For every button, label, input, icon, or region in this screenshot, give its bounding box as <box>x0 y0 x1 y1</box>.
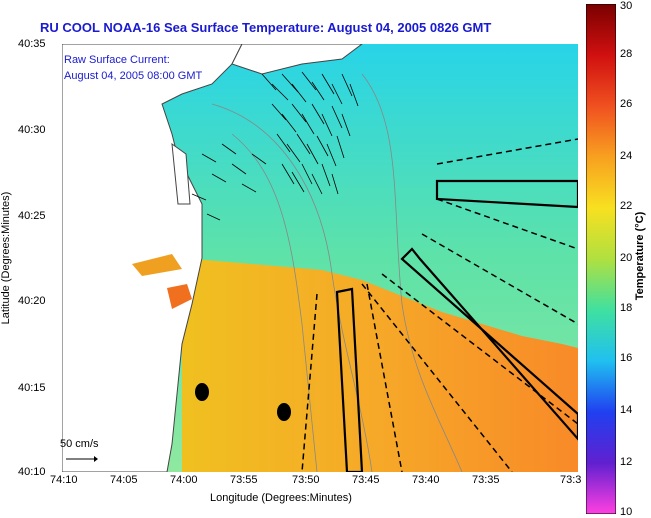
colorbar-tick: 10 <box>620 506 633 518</box>
current-vectors <box>191 71 359 221</box>
y-tick: 40:30 <box>18 124 46 136</box>
x-tick: 74:10 <box>50 474 78 486</box>
x-tick: 73:55 <box>230 474 258 486</box>
colorbar-tick: 18 <box>620 302 633 314</box>
x-tick: 73:50 <box>292 474 320 486</box>
x-axis-label: Longitude (Degrees:Minutes) <box>210 492 352 504</box>
x-tick: 73:3 <box>560 474 582 486</box>
north-shore <box>231 44 363 75</box>
scale-arrowhead <box>94 456 98 462</box>
x-tick: 74:00 <box>170 474 198 486</box>
sst-map <box>62 44 578 472</box>
x-tick: 74:05 <box>110 474 138 486</box>
colorbar-tick: 14 <box>620 404 633 416</box>
y-tick: 40:15 <box>18 382 46 394</box>
colorbar-tick: 30 <box>620 0 633 12</box>
colorbar-tick: 24 <box>620 150 633 162</box>
scale-label: 50 cm/s <box>60 438 99 450</box>
colorbar-tick: 12 <box>620 456 633 468</box>
colorbar-tick: 20 <box>620 252 633 264</box>
y-tick: 40:25 <box>18 210 46 222</box>
colorbar-tick: 28 <box>620 48 633 60</box>
colorbar <box>586 4 616 514</box>
x-tick: 73:45 <box>352 474 380 486</box>
y-tick: 40:10 <box>18 466 46 478</box>
station-marker <box>195 383 209 401</box>
sandy-hook <box>171 142 191 205</box>
bay-warm-patch <box>167 284 192 309</box>
current-label-line1: Raw Surface Current: <box>64 54 170 66</box>
colorbar-tick: 26 <box>620 98 633 110</box>
y-tick: 40:35 <box>18 38 46 50</box>
colorbar-label: Temperature (°C) <box>634 211 646 301</box>
y-axis-label: Latitude (Degrees:Minutes) <box>0 191 12 325</box>
bathymetry-contour-2 <box>231 133 318 472</box>
station-marker-2 <box>277 403 291 421</box>
colorbar-tick: 16 <box>620 352 633 364</box>
bathymetry-contour-3 <box>361 73 463 472</box>
bathymetry-contour <box>211 103 373 472</box>
beam-lines <box>301 138 578 472</box>
y-tick: 40:20 <box>18 295 46 307</box>
x-tick: 73:35 <box>472 474 500 486</box>
map-title: RU COOL NOAA-16 Sea Surface Temperature:… <box>40 20 492 35</box>
land-coast <box>62 44 243 472</box>
bay-warm-patch-2 <box>132 254 182 276</box>
current-label-line2: August 04, 2005 08:00 GMT <box>64 70 203 82</box>
colorbar-tick: 22 <box>620 200 633 212</box>
x-tick: 73:40 <box>412 474 440 486</box>
